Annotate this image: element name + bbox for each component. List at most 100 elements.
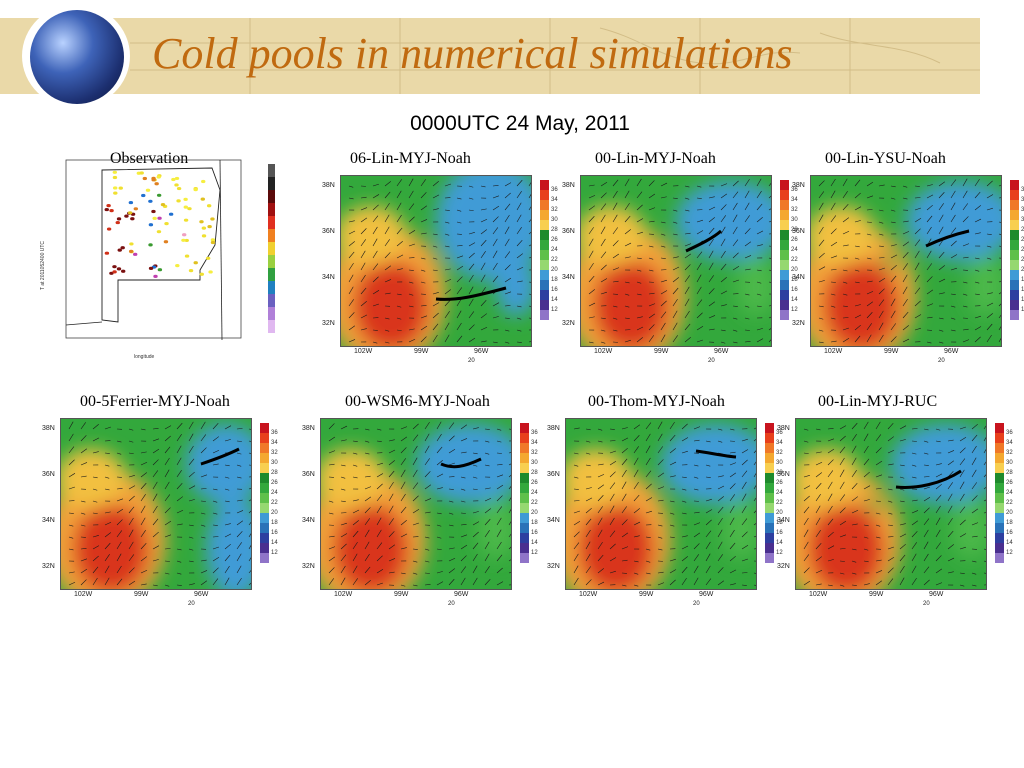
wind-vector xyxy=(854,179,861,187)
wind-vector xyxy=(684,253,692,259)
wind-vector xyxy=(360,250,366,259)
wind-vector xyxy=(116,565,122,574)
wind-vector xyxy=(364,507,371,514)
station-dot xyxy=(199,220,204,224)
lon-tick-label: 102W xyxy=(594,348,613,355)
wind-vector xyxy=(412,445,418,454)
lat-tick-label: 32N xyxy=(42,563,55,570)
wind-vector xyxy=(436,524,442,527)
station-dot xyxy=(200,197,205,201)
wind-vector xyxy=(128,541,134,550)
wind-vector xyxy=(408,243,416,247)
wind-vector xyxy=(818,239,825,247)
wind-vector xyxy=(444,233,450,236)
wind-vector xyxy=(839,520,847,526)
wind-vector xyxy=(866,323,872,331)
wind-vector xyxy=(962,256,969,259)
cold-pool-region xyxy=(676,181,771,261)
wind-vector xyxy=(669,475,676,478)
wind-vector xyxy=(681,476,687,478)
wind-vector xyxy=(504,192,511,199)
wind-vector xyxy=(693,426,701,430)
wind-vector xyxy=(902,311,909,319)
wind-vector xyxy=(456,287,463,295)
wind-vector xyxy=(152,428,159,430)
wind-vector xyxy=(720,183,728,187)
wind-vector xyxy=(384,329,390,332)
wind-vector xyxy=(756,244,763,247)
wind-vector xyxy=(236,499,243,502)
wind-vector xyxy=(468,232,475,235)
wind-vector xyxy=(950,190,956,199)
wind-vector xyxy=(681,545,689,550)
wind-vector xyxy=(914,185,920,187)
wind-vector xyxy=(164,425,172,430)
obs-colorbar-swatch xyxy=(268,294,275,307)
colorbar-swatch xyxy=(520,453,529,463)
colorbar-swatch xyxy=(780,180,789,190)
outflow-boundary xyxy=(435,286,507,301)
wind-vector xyxy=(396,305,402,308)
wind-vector xyxy=(645,536,651,538)
colorbar-swatch xyxy=(540,260,549,270)
wind-vector xyxy=(971,469,977,478)
wind-vector xyxy=(104,532,111,538)
wind-vector xyxy=(887,512,893,515)
wind-vector xyxy=(436,581,444,586)
wind-vector xyxy=(116,508,124,514)
wind-vector xyxy=(648,335,655,343)
wind-vector xyxy=(484,452,490,455)
wind-vector xyxy=(352,530,359,538)
wind-vector xyxy=(444,268,451,271)
wind-vector xyxy=(818,191,825,199)
wind-vector xyxy=(830,269,837,271)
colorbar-swatch xyxy=(1010,280,1019,290)
colorbar-tick: 32 xyxy=(1006,450,1013,456)
colorbar-swatch xyxy=(260,543,269,553)
wind-vector xyxy=(508,474,511,478)
station-dot xyxy=(148,199,153,203)
wind-vector xyxy=(212,436,220,442)
obs-colorbar-swatch xyxy=(268,255,275,268)
wind-vector xyxy=(971,423,978,430)
wind-vector xyxy=(340,425,348,430)
wind-vector xyxy=(696,185,702,188)
wind-vector xyxy=(492,195,500,199)
wind-vector xyxy=(878,334,884,343)
panel-label: 00-Lin-YSU-Noah xyxy=(825,150,946,167)
wind-vector xyxy=(660,300,667,307)
wind-vector xyxy=(741,438,748,442)
wind-vector xyxy=(672,287,679,295)
wind-vector xyxy=(926,289,934,295)
wind-vector xyxy=(815,505,821,514)
wind-vector xyxy=(875,580,883,586)
station-dot xyxy=(207,224,212,229)
wind-vector xyxy=(839,481,845,490)
wind-vector xyxy=(684,209,690,212)
wind-vector xyxy=(696,299,703,307)
colorbar-swatch xyxy=(780,210,789,220)
wind-vector xyxy=(436,421,442,430)
colorbar-tick: 16 xyxy=(551,287,558,293)
wind-vector xyxy=(480,185,486,188)
wind-vector xyxy=(424,471,431,478)
station-dot xyxy=(164,221,169,226)
colorbar-tick: 22 xyxy=(551,257,558,263)
wind-vector xyxy=(128,485,136,490)
wind-vector xyxy=(938,341,944,344)
station-dot xyxy=(171,177,176,182)
wind-vector xyxy=(815,542,822,550)
colorbar-tick: 12 xyxy=(776,550,783,556)
wind-vector xyxy=(372,215,379,223)
wind-vector xyxy=(827,559,834,562)
wind-vector xyxy=(588,216,595,223)
wind-vector xyxy=(866,245,872,248)
colorbar-swatch xyxy=(995,513,1004,523)
colorbar-swatch xyxy=(780,250,789,260)
wind-vector xyxy=(516,317,522,320)
wind-vector xyxy=(986,292,993,295)
wind-vector xyxy=(396,241,403,247)
wind-vector xyxy=(818,329,824,332)
wind-vector xyxy=(851,560,857,563)
colorbar-swatch xyxy=(260,423,269,433)
